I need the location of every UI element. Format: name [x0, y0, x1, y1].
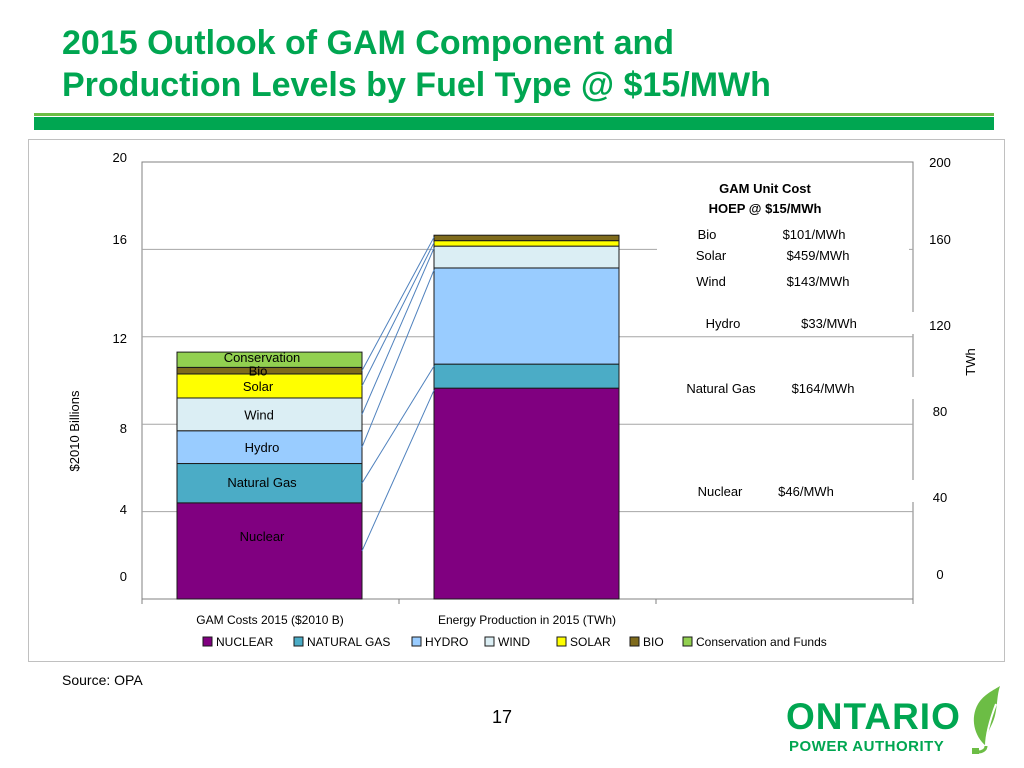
annotation-fuel: Solar	[696, 248, 727, 263]
y-left-tick-label: 16	[113, 232, 127, 247]
bar-segment-hydro	[433, 267, 620, 365]
y-right-axis-title: TWh	[963, 348, 978, 375]
annotation-header: GAM Unit Cost	[719, 181, 811, 196]
annotation-backdrop	[681, 270, 911, 292]
bar-segment-label: Solar	[243, 379, 274, 394]
y-left-tick-label: 0	[120, 569, 127, 584]
annotation-backdrop	[691, 377, 921, 399]
slide-title-line-2: Production Levels by Fuel Type @ $15/MWh	[62, 66, 771, 104]
page-number: 17	[492, 707, 513, 727]
legend-swatch	[484, 636, 495, 647]
legend-swatch	[556, 636, 567, 647]
legend-swatch	[202, 636, 213, 647]
bar-segment-bio	[176, 366, 363, 375]
series-connector-line	[361, 242, 435, 387]
legend-entry: WIND	[498, 635, 530, 649]
bar-segment-natural-gas	[176, 463, 363, 504]
annotation-cost: $101/MWh	[783, 227, 846, 242]
annotation-backdrop	[690, 480, 920, 502]
bar-segment-conservation-and-funds	[176, 351, 363, 368]
bar-segment-label: Conservation	[224, 350, 301, 365]
bar-segment-hydro	[176, 430, 363, 465]
chart-frame: 20 16 12 8 4 0 200 160 120 80 40 0 $2010 Billions TWh…	[28, 139, 1005, 662]
bar-segment-label: Bio	[249, 363, 268, 378]
y-right-tick-label: 80	[933, 404, 947, 419]
annotation-cost: $164/MWh	[792, 381, 855, 396]
bar-segment-solar	[433, 240, 620, 247]
bar-segment-solar	[176, 373, 363, 399]
annotation-header: HOEP @ $15/MWh	[709, 201, 822, 216]
annotation-cost: $46/MWh	[778, 484, 834, 499]
bar-segment-nuclear	[433, 387, 620, 600]
y-right-tick-label: 160	[929, 232, 951, 247]
title-divider-thick	[34, 117, 994, 130]
annotation-fuel: Wind	[696, 274, 726, 289]
leaf-plug-icon	[972, 686, 1000, 754]
legend-entry: SOLAR	[570, 635, 611, 649]
annotation-cost: $143/MWh	[787, 274, 850, 289]
annotation-backdrop	[693, 312, 923, 334]
y-left-axis-title: $2010 Billions	[67, 390, 82, 471]
slide-title-line-1: 2015 Outlook of GAM Component and	[62, 24, 675, 62]
bar-segment-wind	[176, 397, 363, 432]
series-connector-line	[361, 247, 435, 415]
legend-entry: NATURAL GAS	[307, 635, 390, 649]
series-connector-line	[361, 365, 435, 484]
title-divider-thin	[34, 113, 994, 116]
y-left-tick-label: 4	[120, 502, 127, 517]
legend-entry: NUCLEAR	[216, 635, 274, 649]
bar-segment-bio	[433, 234, 620, 242]
opa-logo: ONTARIO POWER AUTHORITY	[786, 686, 1006, 758]
y-right-tick-label: 200	[929, 155, 951, 170]
y-left-tick-label: 8	[120, 421, 127, 436]
y-right-tick-label: 0	[936, 567, 943, 582]
bar-segment-label: Hydro	[245, 440, 280, 455]
bar-segment-label: Wind	[244, 407, 274, 422]
legend-swatch	[629, 636, 640, 647]
y-right-tick-label: 120	[929, 318, 951, 333]
source-note: Source: OPA	[62, 672, 143, 688]
annotation-fuel: Nuclear	[698, 484, 743, 499]
legend-swatch	[293, 636, 304, 647]
legend-entry: BIO	[643, 635, 664, 649]
annotation-cost: $459/MWh	[787, 248, 850, 263]
slide-title: 2015 Outlook of GAM Component and Produc…	[62, 22, 962, 106]
annotation-fuel: Bio	[698, 227, 717, 242]
x-category-label: GAM Costs 2015 ($2010 B)	[196, 613, 343, 627]
bar-segment-wind	[433, 245, 620, 269]
series-connector-line	[361, 269, 435, 448]
y-right-tick-label: 40	[933, 490, 947, 505]
annotation-fuel: Natural Gas	[686, 381, 756, 396]
y-left-tick-label: 12	[113, 331, 127, 346]
annotation-fuel: Hydro	[706, 316, 741, 331]
annotation-cost: $33/MWh	[801, 316, 857, 331]
bar-segment-label: Nuclear	[240, 529, 285, 544]
legend-swatch	[411, 636, 422, 647]
bar-segment-nuclear	[176, 502, 363, 600]
legend-entry: Conservation and Funds	[696, 635, 827, 649]
bar-segment-label: Natural Gas	[227, 475, 297, 490]
logo-subtitle: POWER AUTHORITY	[789, 738, 945, 755]
legend-swatch	[682, 636, 693, 647]
series-connector-line	[361, 389, 435, 552]
x-category-label: Energy Production in 2015 (TWh)	[438, 613, 616, 627]
y-left-tick-label: 20	[113, 150, 127, 165]
series-connector-line	[361, 236, 435, 371]
bar-segment-natural-gas	[433, 363, 620, 389]
annotation-backdrop	[657, 170, 909, 254]
legend-entry: HYDRO	[425, 635, 468, 649]
logo-wordmark: ONTARIO	[786, 696, 961, 737]
